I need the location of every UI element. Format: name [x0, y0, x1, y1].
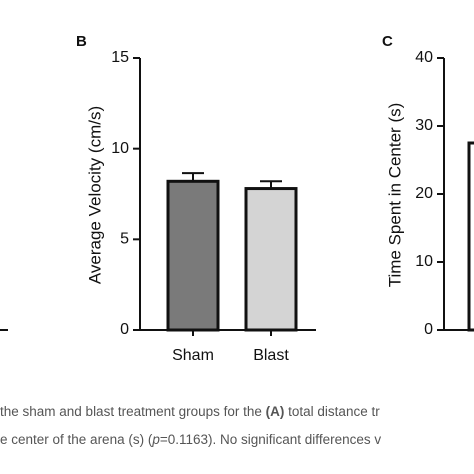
y-tick-label: 15 — [111, 49, 129, 66]
y-tick-label: 5 — [120, 231, 129, 248]
caption-text: total distance tr — [284, 404, 380, 419]
error-bar — [260, 180, 282, 189]
y-tick-label: 40 — [415, 49, 433, 66]
panel-label: C — [382, 33, 393, 50]
caption-line: e center of the arena (s) (p=0.1163). No… — [0, 432, 381, 447]
y-tick-label: 0 — [120, 321, 129, 338]
x-tick-label: Blast — [253, 347, 289, 364]
caption-text: p — [151, 432, 160, 447]
y-tick-label: 0 — [424, 321, 433, 338]
x-tick-label: Sham — [172, 347, 214, 364]
y-axis-title: Time Spent in Center (s) — [385, 103, 404, 288]
y-tick-label: 20 — [415, 185, 433, 202]
caption-text: (A) — [266, 404, 285, 419]
y-tick-label: 10 — [111, 140, 129, 157]
panel-label: B — [76, 33, 87, 50]
bar — [166, 179, 220, 332]
y-axis-title: Average Velocity (cm/s) — [85, 106, 104, 284]
caption-text: =0.1163). No significant differences v — [160, 432, 382, 447]
caption-line: the sham and blast treatment groups for … — [0, 404, 380, 419]
error-bar — [182, 172, 204, 182]
bar — [467, 141, 474, 332]
y-tick-label: 30 — [415, 117, 433, 134]
caption-text: the sham and blast treatment groups for … — [0, 404, 266, 419]
y-tick-label: 10 — [415, 253, 433, 270]
caption-text: e center of the arena (s) ( — [0, 432, 153, 447]
bar — [244, 187, 298, 332]
